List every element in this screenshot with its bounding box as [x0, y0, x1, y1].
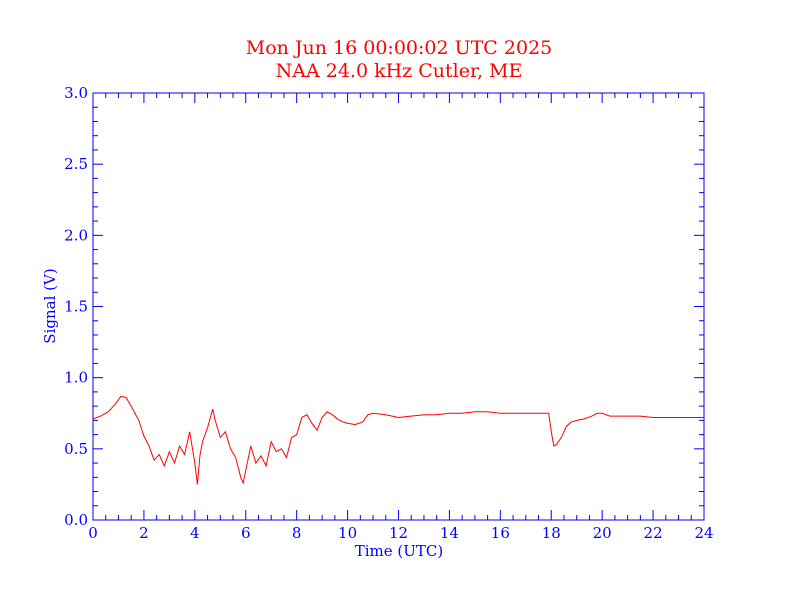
x-tick-label: 0 — [88, 524, 98, 542]
x-axis-ticks — [92, 93, 705, 520]
x-tick-label: 12 — [389, 524, 408, 542]
x-tick-label: 20 — [593, 524, 612, 542]
y-tick-label: 2.5 — [64, 155, 88, 173]
y-tick-label: 1.0 — [64, 369, 88, 387]
y-tick-label: 3.0 — [64, 84, 88, 102]
y-tick-label: 2.0 — [64, 226, 88, 244]
x-axis-tick-labels: 0 2 4 6 8 10 12 14 16 18 20 22 24 — [88, 524, 713, 542]
x-tick-label: 4 — [190, 524, 200, 542]
y-tick-label: 0.0 — [64, 511, 88, 529]
x-tick-label: 6 — [241, 524, 251, 542]
y-axis-tick-labels: 0.0 0.5 1.0 1.5 2.0 2.5 3.0 — [64, 84, 88, 529]
x-tick-label: 24 — [694, 524, 713, 542]
x-tick-label: 22 — [644, 524, 663, 542]
x-tick-label: 2 — [139, 524, 149, 542]
x-tick-label: 8 — [292, 524, 302, 542]
x-tick-label: 14 — [440, 524, 459, 542]
chart-title: Mon Jun 16 00:00:02 UTC 2025 — [246, 37, 553, 59]
y-tick-label: 1.5 — [64, 298, 88, 316]
y-axis-ticks — [93, 92, 704, 521]
x-tick-label: 16 — [491, 524, 510, 542]
x-axis-label: Time (UTC) — [355, 542, 444, 560]
chart-subtitle: NAA 24.0 kHz Cutler, ME — [276, 60, 523, 82]
x-tick-label: 18 — [542, 524, 561, 542]
signal-series-line — [92, 395, 704, 485]
y-axis-label: Signal (V) — [41, 268, 59, 343]
x-tick-label: 10 — [338, 524, 357, 542]
y-tick-label: 0.5 — [64, 440, 88, 458]
